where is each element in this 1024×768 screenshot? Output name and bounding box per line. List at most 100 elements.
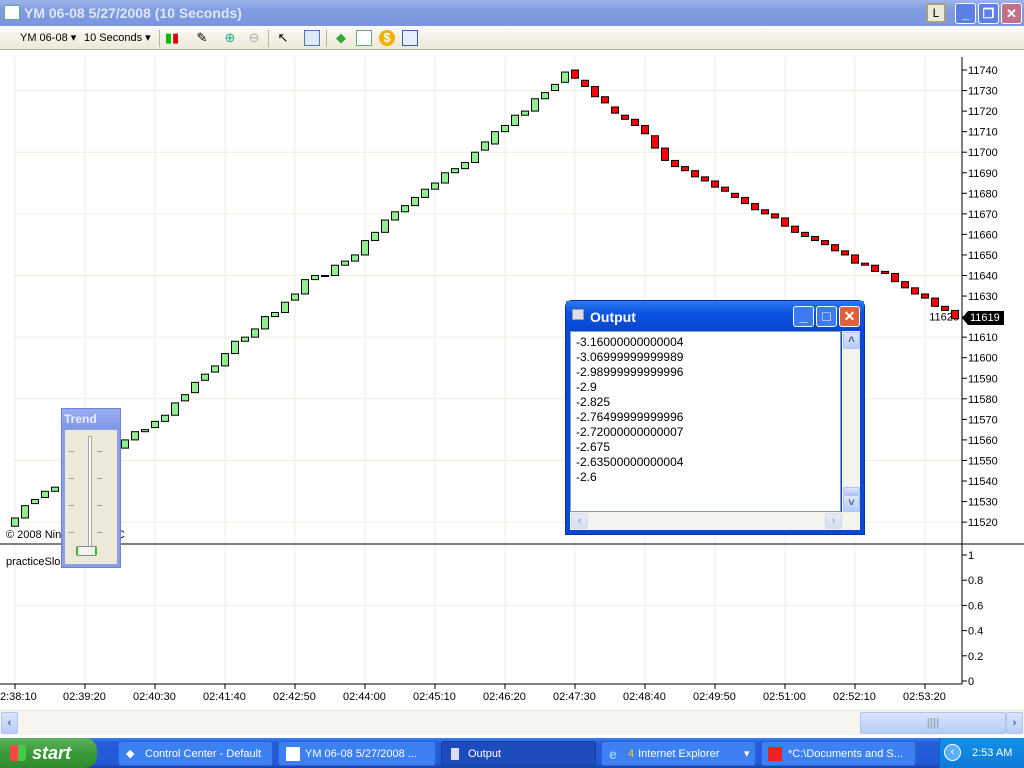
task-control-center[interactable]: ◆ Control Center - Default <box>118 741 273 766</box>
y-tick-label: 11570 <box>968 414 998 426</box>
scroll-right-button[interactable]: › <box>1006 712 1023 734</box>
indicator-tick-label: 0 <box>968 676 974 688</box>
chevron-left-icon[interactable]: ‹ <box>944 744 961 761</box>
pointer-icon[interactable]: ↖ <box>277 30 289 45</box>
task-label: YM 06-08 5/27/2008 ... <box>305 748 417 760</box>
up-candle <box>261 316 269 330</box>
price-chart[interactable]: 2:38:10 02:39:20 02:40:30 02:41:40 02:42:50 0… <box>0 51 1024 710</box>
output-line: -2.72000000000007 <box>576 425 684 439</box>
task-label: *C:\Documents and S... <box>788 748 903 760</box>
down-candle <box>621 114 629 120</box>
up-candle <box>411 196 419 207</box>
data-box-icon[interactable] <box>402 30 418 46</box>
up-candle <box>171 402 179 416</box>
up-candle <box>561 71 569 83</box>
task-label: Output <box>468 748 502 760</box>
start-button[interactable]: start <box>0 738 97 768</box>
up-candle <box>291 293 299 301</box>
down-candle <box>591 85 599 98</box>
y-tick-label: 11650 <box>968 250 998 262</box>
chart-horizontal-scrollbar[interactable]: ‹ |||| › <box>0 710 1024 735</box>
down-candle <box>731 192 739 198</box>
scroll-left-button[interactable]: ‹ <box>571 513 588 529</box>
down-candle <box>601 96 609 104</box>
clock: 2:53 AM <box>972 747 1013 759</box>
indicator-tick-label: 0.2 <box>968 651 983 663</box>
trend-slider[interactable] <box>65 430 117 564</box>
up-candle <box>11 517 19 527</box>
slider-thumb[interactable] <box>76 546 97 556</box>
down-candle <box>671 159 679 168</box>
zoom-in-icon[interactable]: ⊕ <box>224 30 236 45</box>
task-paint[interactable]: *C:\Documents and S... <box>761 741 916 766</box>
down-candle <box>851 254 859 264</box>
y-tick-label: 11610 <box>968 332 998 344</box>
down-candle <box>691 170 699 178</box>
interval-label: 10 Seconds <box>84 32 143 44</box>
output-vertical-scrollbar[interactable]: ˄ ˅ <box>842 331 860 512</box>
down-candle <box>711 180 719 188</box>
chevron-down-icon[interactable]: ▾ <box>744 748 750 760</box>
output-minimize-button[interactable]: _ <box>793 306 814 327</box>
y-tick-label: 11580 <box>968 394 998 406</box>
scroll-right-button[interactable]: › <box>825 513 842 529</box>
candlestick-icon[interactable]: ▮▮ <box>164 30 180 45</box>
down-candle <box>781 217 789 227</box>
y-tick-label: 11690 <box>968 168 998 180</box>
task-chart[interactable]: YM 06-08 5/27/2008 ... <box>278 741 436 766</box>
y-tick-label: 11590 <box>968 373 998 385</box>
down-candle <box>571 69 579 79</box>
close-button[interactable]: ✕ <box>1001 3 1022 24</box>
scroll-thumb[interactable]: |||| <box>860 712 1006 734</box>
down-candle <box>951 309 959 320</box>
instrument-dropdown[interactable]: YM 06-08 ▾ <box>20 32 77 44</box>
output-line: -2.9 <box>576 380 597 394</box>
output-line: -3.06999999999989 <box>576 350 684 364</box>
output-horizontal-scrollbar[interactable]: ‹ › <box>570 512 860 530</box>
down-candle <box>871 264 879 272</box>
output-close-button[interactable]: ✕ <box>839 306 860 327</box>
output-line: -2.98999999999996 <box>576 365 684 379</box>
scroll-up-button[interactable]: ˄ <box>843 332 860 349</box>
minimize-button[interactable]: _ <box>955 3 976 24</box>
output-maximize-button[interactable]: □ <box>816 306 837 327</box>
properties-icon[interactable] <box>304 30 320 46</box>
y-tick-label: 11600 <box>968 353 998 365</box>
paint-icon <box>768 747 782 761</box>
zoom-out-icon[interactable]: ⊖ <box>248 30 260 45</box>
chart-icon[interactable] <box>356 30 372 46</box>
down-candle <box>701 176 709 182</box>
interval-dropdown[interactable]: 10 Seconds ▾ <box>84 32 151 44</box>
output-text[interactable]: -3.16000000000004 -3.06999999999989 -2.9… <box>570 331 841 512</box>
output-title: Output <box>590 309 636 325</box>
dollar-icon[interactable]: $ <box>379 30 395 46</box>
down-candle <box>761 209 769 215</box>
up-candle <box>281 301 289 313</box>
separator <box>159 30 160 47</box>
system-tray: ‹ 2:53 AM <box>939 738 1024 768</box>
output-line: -2.675 <box>576 440 611 454</box>
l-button[interactable]: L <box>926 3 946 23</box>
scroll-thumb[interactable] <box>843 487 860 495</box>
task-output[interactable]: Output <box>441 741 596 766</box>
up-candle <box>31 498 39 505</box>
task-internet-explorer[interactable]: e 4 Internet Explorer ▾ <box>601 741 756 766</box>
down-candle <box>901 281 909 289</box>
scroll-down-button[interactable]: ˅ <box>843 495 860 512</box>
scroll-left-button[interactable]: ‹ <box>1 712 18 734</box>
task-count: 4 <box>628 748 635 760</box>
x-tick-label: 02:42:50 <box>273 691 316 703</box>
restore-button[interactable]: ❐ <box>978 3 999 24</box>
down-candle <box>841 250 849 256</box>
chart-icon <box>286 747 300 761</box>
y-tick-label: 11740 <box>968 65 998 77</box>
up-candle <box>331 264 339 277</box>
up-candle <box>251 328 259 338</box>
pencil-icon[interactable]: ✎ <box>196 30 208 45</box>
up-candle <box>51 486 59 492</box>
down-candle <box>831 244 839 252</box>
indicator-tick-label: 0.8 <box>968 575 983 587</box>
instrument-icon[interactable]: ◆ <box>336 30 346 45</box>
up-candle <box>381 219 389 233</box>
trend-title: Trend <box>62 409 120 429</box>
